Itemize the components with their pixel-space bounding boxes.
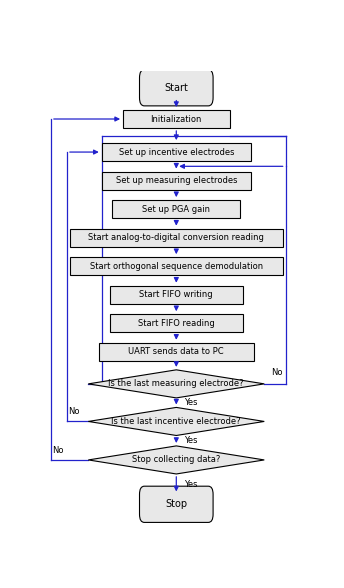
Text: Initialization: Initialization xyxy=(151,115,202,123)
Text: Yes: Yes xyxy=(184,436,198,445)
FancyBboxPatch shape xyxy=(69,229,283,247)
FancyBboxPatch shape xyxy=(112,200,240,218)
Text: Yes: Yes xyxy=(184,398,198,407)
FancyBboxPatch shape xyxy=(69,257,283,275)
FancyBboxPatch shape xyxy=(123,110,230,128)
Text: No: No xyxy=(68,407,80,416)
Polygon shape xyxy=(88,446,264,474)
Text: Start FIFO reading: Start FIFO reading xyxy=(138,319,215,328)
Text: UART sends data to PC: UART sends data to PC xyxy=(129,348,224,356)
Text: Yes: Yes xyxy=(184,480,198,489)
FancyBboxPatch shape xyxy=(140,69,213,106)
Text: Stop collecting data?: Stop collecting data? xyxy=(132,456,221,465)
Polygon shape xyxy=(88,407,264,436)
Text: Start: Start xyxy=(164,83,188,93)
Text: Is the last incentive electrode?: Is the last incentive electrode? xyxy=(111,417,241,426)
FancyBboxPatch shape xyxy=(102,172,251,190)
FancyBboxPatch shape xyxy=(110,286,243,304)
Text: Set up incentive electrodes: Set up incentive electrodes xyxy=(119,148,234,156)
FancyBboxPatch shape xyxy=(110,314,243,332)
Text: Is the last measuring electrode?: Is the last measuring electrode? xyxy=(108,379,244,388)
Text: Start orthogonal sequence demodulation: Start orthogonal sequence demodulation xyxy=(90,262,263,270)
Text: Start FIFO writing: Start FIFO writing xyxy=(139,290,213,299)
FancyBboxPatch shape xyxy=(102,143,251,161)
Text: Set up measuring electrodes: Set up measuring electrodes xyxy=(116,176,237,185)
Text: Stop: Stop xyxy=(165,499,187,509)
Text: Start analog-to-digital conversion reading: Start analog-to-digital conversion readi… xyxy=(88,233,264,242)
Text: Set up PGA gain: Set up PGA gain xyxy=(142,205,210,213)
Text: No: No xyxy=(52,446,64,455)
FancyBboxPatch shape xyxy=(99,343,254,361)
Text: No: No xyxy=(271,368,283,377)
FancyBboxPatch shape xyxy=(140,486,213,522)
Polygon shape xyxy=(88,370,264,398)
